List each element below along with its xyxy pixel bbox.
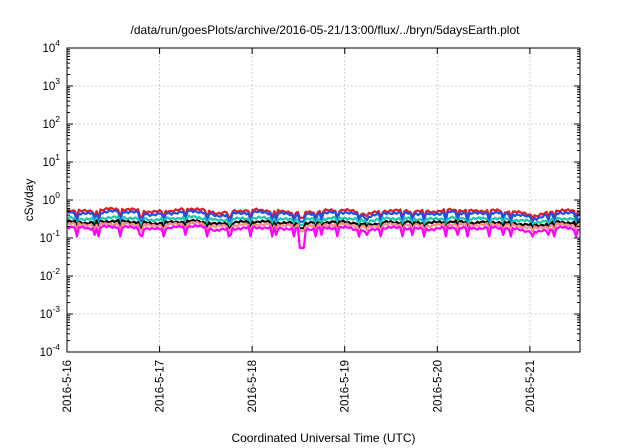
y-tick-exponent: -1 <box>52 228 60 238</box>
y-tick-base: 10 <box>40 271 53 283</box>
y-tick-label: 102 <box>42 114 60 131</box>
series-layer <box>66 206 581 249</box>
y-tick-base: 10 <box>42 81 55 93</box>
y-tick-exponent: -3 <box>52 304 60 314</box>
y-tick-label: 104 <box>42 38 60 55</box>
series-line <box>66 214 581 227</box>
y-tick-base: 10 <box>40 233 53 245</box>
x-tick-label: 2016-5-16 <box>62 360 74 412</box>
y-tick-base: 10 <box>40 347 53 359</box>
y-tick-exponent: 1 <box>55 152 60 162</box>
y-tick-label: 10-2 <box>40 266 61 283</box>
y-tick-label: 10-3 <box>40 304 61 321</box>
series-line <box>66 223 581 249</box>
x-tick-label: 2016-5-21 <box>525 360 537 412</box>
y-tick-base: 10 <box>42 157 55 169</box>
series-line <box>67 220 581 233</box>
y-tick-label: 100 <box>42 190 60 207</box>
y-tick-exponent: -4 <box>52 342 60 352</box>
y-tick-label: 10-1 <box>40 228 61 245</box>
series-line <box>66 209 581 223</box>
y-tick-label: 101 <box>42 152 60 169</box>
y-tick-exponent: 3 <box>55 76 60 86</box>
x-axis-label: Coordinated Universal Time (UTC) <box>231 431 415 445</box>
y-tick-exponent: 4 <box>55 38 60 48</box>
y-tick-label: 103 <box>42 76 60 93</box>
y-tick-label: 10-4 <box>40 342 61 359</box>
grid <box>67 48 580 352</box>
y-tick-base: 10 <box>42 195 55 207</box>
y-tick-exponent: -2 <box>52 266 60 276</box>
chart-title: /data/run/goesPlots/archive/2016-05-21/1… <box>131 23 521 37</box>
y-tick-exponent: 2 <box>55 114 60 124</box>
series-line <box>66 206 581 219</box>
y-tick-exponent: 0 <box>55 190 60 200</box>
x-tick-label: 2016-5-19 <box>340 360 352 412</box>
x-tick-label: 2016-5-18 <box>247 360 259 412</box>
y-axis-label: cSv/day <box>22 179 36 222</box>
y-tick-base: 10 <box>42 43 55 55</box>
x-axis: 2016-5-16 2016-5-17 2016-5-18 2016-5-19 2016… <box>62 48 537 412</box>
y-tick-base: 10 <box>42 119 55 131</box>
y-tick-base: 10 <box>40 309 53 321</box>
x-tick-label: 2016-5-17 <box>155 360 167 412</box>
x-tick-label: 2016-5-20 <box>432 360 444 412</box>
